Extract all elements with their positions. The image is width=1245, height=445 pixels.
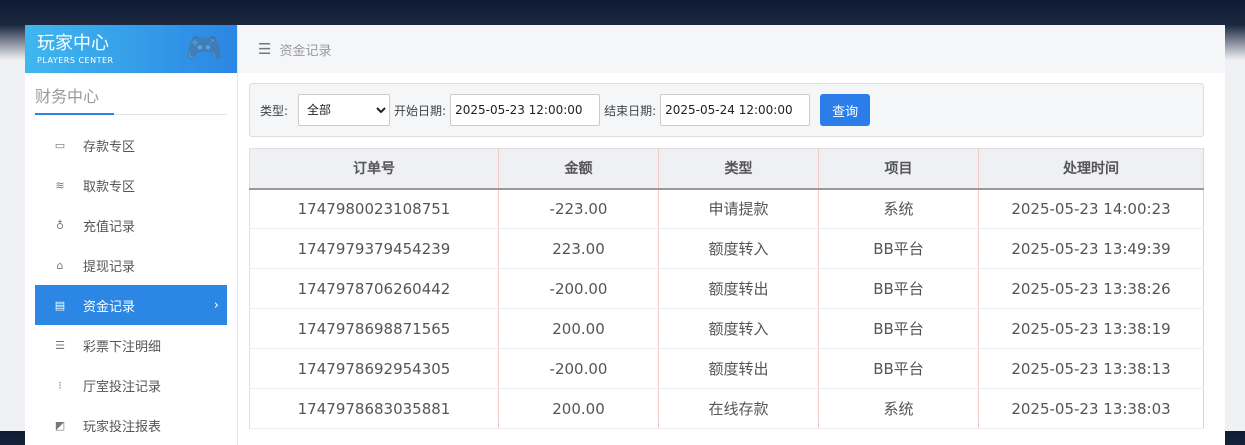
sidebar-item-label: 彩票下注明细 — [83, 339, 162, 355]
start-date-input[interactable] — [450, 94, 601, 126]
table-row: 1747978698871565 200.00 额度转入 BB平台 2025-05-23… — [249, 308, 1204, 349]
table-cell: BB平台 — [818, 308, 979, 349]
sidebar-menu: ▭ 存款专区 ≋ 取款专区 ♁ 充值记录 ⌂ 提现记录 ▤ 资金记录 › ☰ 彩票下注明细 ⁝ 厅室投注记录… — [25, 125, 237, 445]
breadcrumb: ☰ 资金记录 — [238, 25, 1225, 73]
type-label: 类型: — [260, 103, 289, 118]
table-cell: 1747978706260442 — [249, 268, 499, 309]
table-cell: 2025-05-23 13:38:19 — [978, 308, 1204, 349]
sidebar-item-label: 存款专区 — [83, 139, 136, 155]
sidebar-item-label: 厅室投注记录 — [83, 379, 162, 395]
table-cell: 2025-05-23 13:38:26 — [978, 268, 1204, 309]
column-header: 类型 — [658, 148, 819, 190]
players-center-window: 玩家中心 PLAYERS CENTER 🎮 财务中心 ▭ 存款专区 ≋ 取款专区 ♁ 充值… — [25, 25, 1225, 445]
table-cell: 在线存款 — [658, 388, 819, 429]
table-row: 1747979379454239 223.00 额度转入 BB平台 2025-05-23… — [249, 228, 1204, 269]
table-cell: 2025-05-23 13:38:03 — [978, 388, 1204, 429]
table-cell: 2025-05-23 14:00:23 — [978, 188, 1204, 229]
sidebar-item[interactable]: ≋ 取款专区 — [35, 165, 227, 205]
table-cell: 额度转入 — [658, 228, 819, 269]
sidebar-item[interactable]: ▤ 资金记录 › — [35, 285, 227, 325]
menu-icon[interactable]: ☰ — [258, 40, 272, 58]
column-header: 处理时间 — [978, 148, 1204, 190]
table-cell: 1747978683035881 — [249, 388, 499, 429]
table-cell: BB平台 — [818, 228, 979, 269]
brand-subtitle: PLAYERS CENTER — [37, 56, 114, 65]
table-cell: 额度转出 — [658, 348, 819, 389]
table-cell: 1747979379454239 — [249, 228, 499, 269]
table-cell: 200.00 — [498, 388, 659, 429]
table-row: 1747978706260442 -200.00 额度转出 BB平台 2025-05-2… — [249, 268, 1204, 309]
section-title: 财务中心 — [35, 83, 227, 115]
list-bullets-icon: ⁝ — [58, 378, 62, 392]
table-cell: 1747978698871565 — [249, 308, 499, 349]
table-cell: -223.00 — [498, 188, 659, 229]
money-bag-icon: ♁ — [55, 218, 65, 232]
table-cell: BB平台 — [818, 348, 979, 389]
funds-icon: ▤ — [54, 298, 66, 312]
funds-table: 订单号 金额 类型 项目 处理时间 1747980023108751 -223.00 申请提… — [249, 148, 1204, 429]
sidebar-item-label: 玩家投注报表 — [83, 419, 162, 435]
list-icon: ☰ — [55, 338, 65, 352]
query-button[interactable]: 查询 — [820, 94, 871, 126]
table-cell: 223.00 — [498, 228, 659, 269]
brand-header: 玩家中心 PLAYERS CENTER 🎮 — [25, 25, 237, 73]
type-select[interactable]: 全部 — [298, 94, 391, 126]
table-row: 1747978683035881 200.00 在线存款 系统 2025-05-23 1… — [249, 388, 1204, 429]
filter-bar: 类型: 全部 开始日期: 结束日期: 查询 — [249, 83, 1204, 137]
table-cell: -200.00 — [498, 348, 659, 389]
sidebar-item[interactable]: ◩ 玩家投注报表 — [35, 405, 227, 445]
sidebar-item[interactable]: ▭ 存款专区 — [35, 125, 227, 165]
table-cell: 1747980023108751 — [249, 188, 499, 229]
sidebar-item[interactable]: ⁝ 厅室投注记录 — [35, 365, 227, 405]
end-date-input[interactable] — [660, 94, 811, 126]
table-cell: 系统 — [818, 388, 979, 429]
sidebar-item[interactable]: ♁ 充值记录 — [35, 205, 227, 245]
cash-icon: ≋ — [55, 178, 65, 192]
table-cell: 申请提款 — [658, 188, 819, 229]
section-label: 财务中心 — [35, 87, 100, 106]
table-cell: 2025-05-23 13:38:13 — [978, 348, 1204, 389]
table-row: 1747978692954305 -200.00 额度转出 BB平台 2025-05-2… — [249, 348, 1204, 389]
table-cell: 额度转入 — [658, 308, 819, 349]
table-cell: 2025-05-23 13:49:39 — [978, 228, 1204, 269]
table-cell: 200.00 — [498, 308, 659, 349]
card-icon: ▭ — [54, 138, 66, 152]
sidebar-item-label: 提现记录 — [83, 259, 136, 275]
table-row: 1747980023108751 -223.00 申请提款 系统 2025-05-23 … — [249, 188, 1204, 229]
brand-title: 玩家中心 — [37, 33, 109, 54]
chevron-right-icon: › — [213, 297, 219, 313]
column-header: 订单号 — [249, 148, 499, 190]
sidebar-item[interactable]: ⌂ 提现记录 — [35, 245, 227, 285]
sidebar-item-label: 取款专区 — [83, 179, 136, 195]
sidebar-item[interactable]: ☰ 彩票下注明细 — [35, 325, 227, 365]
table-cell: BB平台 — [818, 268, 979, 309]
sidebar-item-label: 充值记录 — [83, 219, 136, 235]
sidebar: 玩家中心 PLAYERS CENTER 🎮 财务中心 ▭ 存款专区 ≋ 取款专区 ♁ 充值… — [25, 25, 238, 445]
end-date-label: 结束日期: — [604, 103, 657, 118]
table-cell: 额度转出 — [658, 268, 819, 309]
gamepad-icon: 🎮 — [185, 31, 223, 66]
table-cell: -200.00 — [498, 268, 659, 309]
chart-icon: ◩ — [54, 418, 66, 432]
column-header: 项目 — [818, 148, 979, 190]
column-header: 金额 — [498, 148, 659, 190]
table-cell: 系统 — [818, 188, 979, 229]
sidebar-item-label: 资金记录 — [83, 299, 136, 315]
table-cell: 1747978692954305 — [249, 348, 499, 389]
start-date-label: 开始日期: — [394, 103, 447, 118]
wallet-icon: ⌂ — [56, 258, 64, 272]
page-title: 资金记录 — [279, 43, 332, 59]
